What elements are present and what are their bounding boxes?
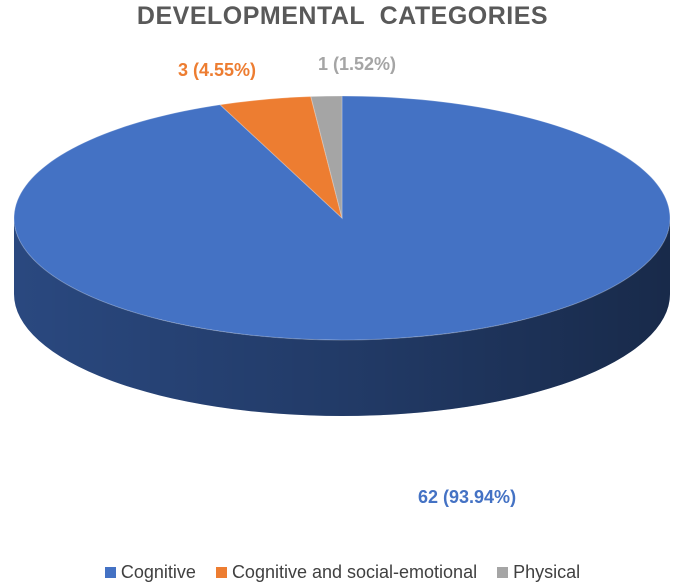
pie-slice-cognitive <box>13 95 671 341</box>
legend-label-physical: Physical <box>513 562 581 582</box>
pie-sides <box>14 218 670 416</box>
legend-item-cognitive: Cognitive <box>104 562 196 583</box>
legend-label-cognitive-social-emotional: Cognitive and social-emotional <box>231 562 478 582</box>
data-label-cognitive-social-emotional: 3 (4.55%) <box>178 60 257 80</box>
data-label-cognitive: 62 (93.94%) <box>418 487 517 507</box>
pie-slice-cognitive-and-social-emotional <box>218 96 343 220</box>
legend-swatch-physical <box>497 567 509 578</box>
pie-side-shade-cognitive <box>14 218 670 416</box>
legend-item-cognitive-social-emotional: Cognitive and social-emotional <box>215 562 478 583</box>
pie-slice-physical <box>310 95 343 219</box>
legend-item-physical: Physical <box>497 562 580 583</box>
data-label-physical: 1 (1.52%) <box>318 54 397 74</box>
legend: Cognitive Cognitive and social-emotional… <box>0 562 685 583</box>
chart-title: DEVELOPMENTAL CATEGORIES <box>136 2 549 30</box>
legend-label-cognitive: Cognitive <box>120 562 196 582</box>
legend-swatch-cognitive-social-emotional <box>215 567 227 578</box>
legend-swatch-cognitive <box>104 567 116 578</box>
pie-tops <box>13 95 671 341</box>
